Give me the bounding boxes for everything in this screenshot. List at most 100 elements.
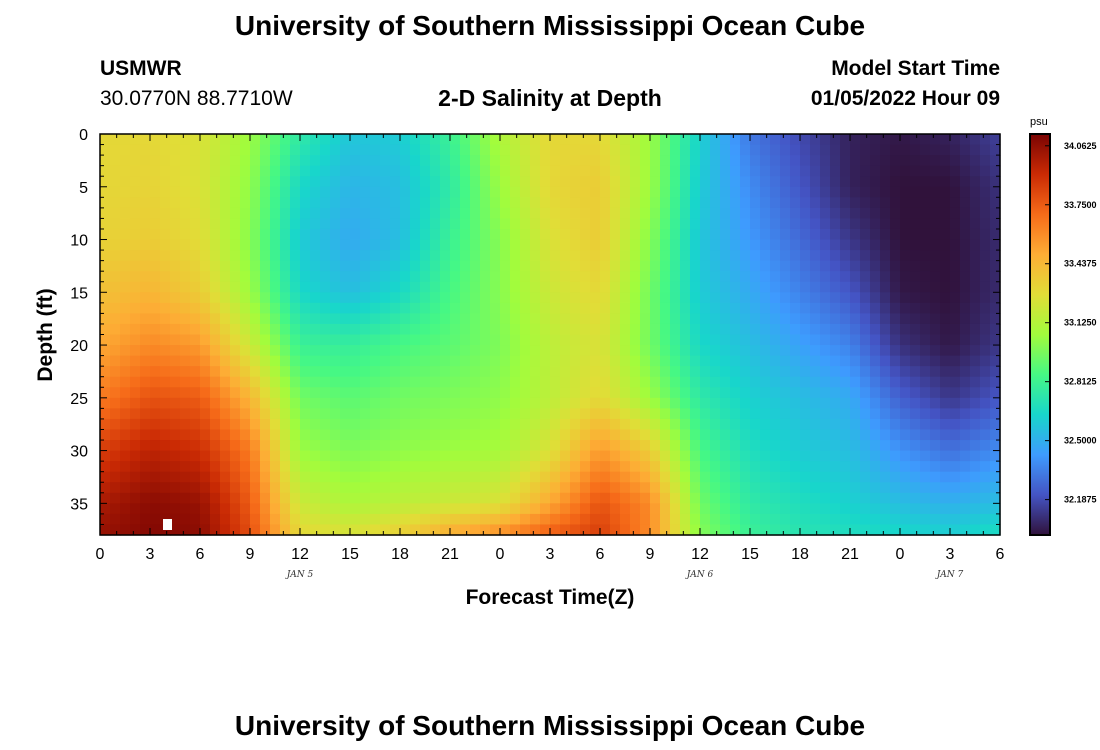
heatmap-cell (450, 250, 461, 262)
heatmap-cell (720, 260, 731, 272)
heatmap-cell (950, 239, 961, 251)
heatmap-cell (460, 355, 471, 367)
heatmap-cell (400, 513, 411, 526)
heatmap-cell (950, 302, 961, 314)
heatmap-cell (610, 176, 621, 188)
heatmap-cell (900, 503, 911, 515)
heatmap-cell (510, 503, 521, 515)
heatmap-cell (850, 165, 861, 177)
heatmap-cell (520, 165, 531, 177)
heatmap-cell (580, 408, 591, 420)
heatmap-cell (710, 450, 721, 462)
heatmap-cell (810, 387, 821, 399)
heatmap-cell (970, 260, 981, 272)
heatmap-cell (200, 366, 211, 378)
heatmap-cell (410, 313, 421, 325)
heatmap-cell (150, 513, 161, 526)
heatmap-cell (410, 408, 421, 420)
heatmap-cell (470, 250, 481, 262)
heatmap-cell (180, 281, 191, 293)
heatmap-cell (200, 323, 211, 336)
heatmap-cell (150, 134, 161, 146)
heatmap-cell (410, 387, 421, 399)
heatmap-cell (550, 260, 561, 272)
heatmap-cell (310, 461, 321, 473)
heatmap-cell (980, 397, 991, 409)
heatmap-cell (770, 176, 781, 188)
heatmap-cell (400, 197, 411, 209)
heatmap-cell (790, 471, 801, 483)
heatmap-cell (990, 461, 1001, 473)
heatmap-cell (360, 366, 371, 378)
heatmap-cell (570, 302, 581, 314)
heatmap-cell (980, 218, 991, 230)
heatmap-cell (570, 387, 581, 399)
heatmap-cell (480, 366, 491, 378)
heatmap-cell (830, 313, 841, 325)
heatmap-cell (760, 408, 771, 420)
heatmap-cell (540, 165, 551, 177)
heatmap-cell (200, 513, 211, 526)
heatmap-cell (520, 513, 531, 526)
heatmap-cell (870, 144, 881, 156)
heatmap-cell (910, 503, 921, 515)
heatmap-cell (670, 366, 681, 378)
heatmap-cell (250, 524, 261, 536)
heatmap-cell (620, 408, 631, 420)
heatmap-cell (680, 302, 691, 314)
heatmap-cell (880, 387, 891, 399)
heatmap-cell (790, 323, 801, 336)
heatmap-cell (290, 323, 301, 336)
heatmap-cell (130, 207, 141, 220)
heatmap-cell (460, 197, 471, 209)
heatmap-cell (870, 186, 881, 198)
heatmap-cell (670, 323, 681, 336)
heatmap-cell (110, 524, 121, 536)
heatmap-cell (960, 239, 971, 251)
heatmap-cell (470, 218, 481, 230)
heatmap-cell (420, 429, 431, 441)
heatmap-cell (790, 313, 801, 325)
heatmap-cell (360, 492, 371, 504)
heatmap-cell (990, 281, 1001, 293)
heatmap-cell (690, 513, 701, 526)
heatmap-cell (610, 323, 621, 336)
heatmap-cell (660, 440, 671, 452)
heatmap-cell (370, 292, 381, 304)
heatmap-cell (490, 218, 501, 230)
heatmap-cell (450, 197, 461, 209)
heatmap-cell (750, 450, 761, 462)
heatmap-cell (890, 334, 901, 346)
heatmap-cell (370, 418, 381, 431)
heatmap-cell (360, 334, 371, 346)
heatmap-cell (900, 450, 911, 462)
heatmap-cell (300, 281, 311, 293)
heatmap-cell (680, 471, 691, 483)
heatmap-cell (430, 387, 441, 399)
heatmap-cell (170, 513, 181, 526)
heatmap-cell (260, 302, 271, 314)
heatmap-cell (920, 334, 931, 346)
heatmap-cell (890, 345, 901, 357)
heatmap-cell (110, 250, 121, 262)
heatmap-cell (810, 176, 821, 188)
heatmap-cell (860, 134, 871, 146)
heatmap-cell (240, 503, 251, 515)
heatmap-cell (490, 376, 501, 388)
heatmap-cell (350, 281, 361, 293)
heatmap-cell (880, 134, 891, 146)
heatmap-cell (570, 207, 581, 220)
heatmap-cell (160, 482, 171, 494)
heatmap-cell (160, 461, 171, 473)
heatmap-cell (640, 250, 651, 262)
heatmap-cell (880, 429, 891, 441)
heatmap-cell (240, 513, 251, 526)
heatmap-cell (810, 524, 821, 536)
heatmap-cell (860, 345, 871, 357)
heatmap-cell (670, 345, 681, 357)
heatmap-cell (440, 503, 451, 515)
heatmap-cell (760, 155, 771, 167)
heatmap-cell (510, 260, 521, 272)
heatmap-cell (510, 197, 521, 209)
heatmap-cell (980, 387, 991, 399)
